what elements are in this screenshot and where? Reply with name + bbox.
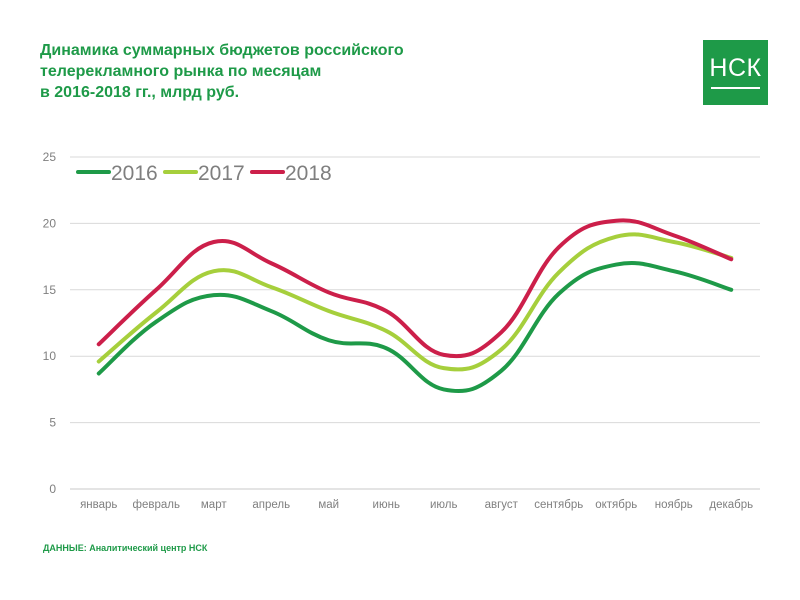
chart-title-line-2: телерекламного рынка по месяцам	[40, 63, 322, 80]
nsk-logo-underline	[711, 87, 760, 89]
y-tick-label: 0	[49, 482, 56, 496]
x-tick-label: май	[318, 499, 339, 511]
x-axis: январь февраль март апрель май июнь июль август…	[80, 499, 753, 511]
legend-label-2016: 2016	[111, 162, 158, 185]
x-tick-label: сентябрь	[534, 499, 583, 511]
x-tick-label: август	[485, 499, 519, 511]
legend: 2016 2017 2018	[76, 162, 332, 185]
x-tick-label: февраль	[133, 499, 180, 511]
nsk-logo-text: НСК	[709, 54, 762, 82]
y-axis: 0 5 10 15 20 25	[43, 150, 57, 496]
legend-label-2017: 2017	[198, 162, 245, 185]
series-line-2016	[96, 260, 734, 394]
legend-label-2018: 2018	[285, 162, 332, 185]
x-tick-label: июнь	[373, 499, 400, 511]
y-tick-label: 25	[43, 150, 57, 164]
x-tick-label: март	[201, 499, 227, 511]
chart-title-line-3: в 2016-2018 гг., млрд руб.	[40, 84, 240, 101]
y-tick-label: 20	[43, 216, 57, 230]
grid-lines	[70, 156, 760, 490]
x-tick-label: апрель	[252, 499, 290, 511]
x-tick-label: ноябрь	[655, 499, 693, 511]
y-tick-label: 10	[43, 349, 57, 363]
y-tick-label: 5	[49, 416, 56, 430]
chart-title: Динамика суммарных бюджетов российского …	[40, 40, 480, 103]
series-lines	[96, 218, 734, 394]
x-tick-label: январь	[80, 499, 117, 511]
series-line-2017	[96, 232, 734, 372]
x-tick-label: декабрь	[709, 499, 753, 511]
chart-title-line-1: Динамика суммарных бюджетов российского	[40, 42, 404, 59]
x-tick-label: октябрь	[595, 499, 637, 511]
series-line-2018	[96, 218, 734, 359]
y-tick-label: 15	[43, 283, 57, 297]
x-tick-label: июль	[430, 499, 458, 511]
nsk-logo: НСК	[703, 40, 768, 105]
data-source-note: ДАННЫЕ: Аналитический центр НСК	[43, 543, 208, 553]
